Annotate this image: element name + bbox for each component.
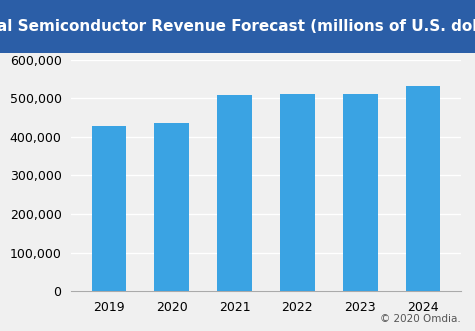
Bar [92, 126, 126, 291]
Bar [280, 94, 315, 291]
Text: © 2020 Omdia.: © 2020 Omdia. [380, 314, 461, 324]
Bar [343, 94, 378, 291]
Bar [406, 86, 440, 291]
Bar [217, 96, 252, 291]
Bar [154, 123, 189, 291]
Text: Global Semiconductor Revenue Forecast (millions of U.S. dollars): Global Semiconductor Revenue Forecast (m… [0, 19, 475, 34]
